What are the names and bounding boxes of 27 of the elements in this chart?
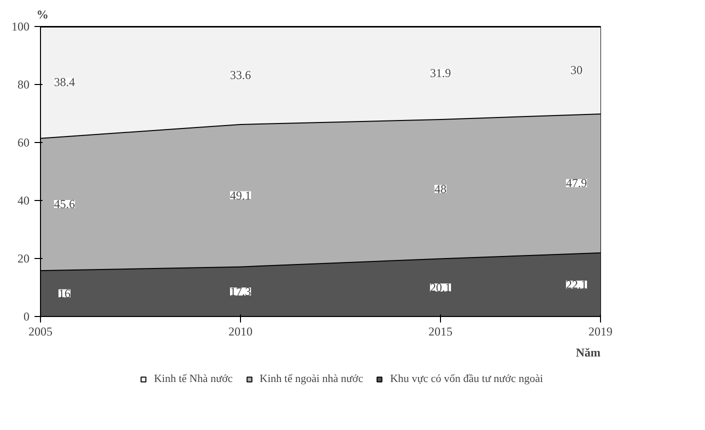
annotation: 33.6	[230, 68, 251, 82]
annotation: 38.4	[54, 75, 75, 90]
annotation: 49.1	[230, 188, 251, 202]
x-tick-label: 2015	[428, 324, 452, 338]
y-tick-label: 40	[18, 194, 30, 208]
y-tick-label: 100	[12, 20, 30, 34]
y-axis-title: %	[36, 8, 48, 22]
annotation: 20.1	[430, 280, 451, 294]
x-tick-label: 2005	[28, 324, 52, 338]
y-tick-label: 80	[18, 78, 30, 92]
annotation: 16	[58, 286, 70, 300]
x-tick-label: 2019	[588, 324, 612, 338]
annotation: 45.6	[54, 196, 75, 211]
legend-label: Kinh tế ngoài nhà nước	[260, 373, 364, 385]
annotation: 22.1	[566, 278, 587, 292]
annotation: 31.9	[430, 66, 451, 80]
x-axis-title: Năm	[576, 346, 601, 360]
annotation: 17.3	[230, 284, 251, 299]
annotation: 47.9	[566, 176, 587, 190]
x-tick-label: 2010	[228, 324, 252, 338]
y-tick-label: 0	[24, 310, 30, 324]
annotation: 30	[570, 63, 582, 77]
y-tick-label: 20	[18, 252, 30, 266]
legend-label: Kinh tế Nhà nước	[154, 373, 233, 385]
annotation: 48	[434, 182, 446, 196]
legend-label: Khu vực có vốn đầu tư nước ngoài	[390, 373, 544, 385]
y-tick-label: 60	[18, 136, 30, 150]
